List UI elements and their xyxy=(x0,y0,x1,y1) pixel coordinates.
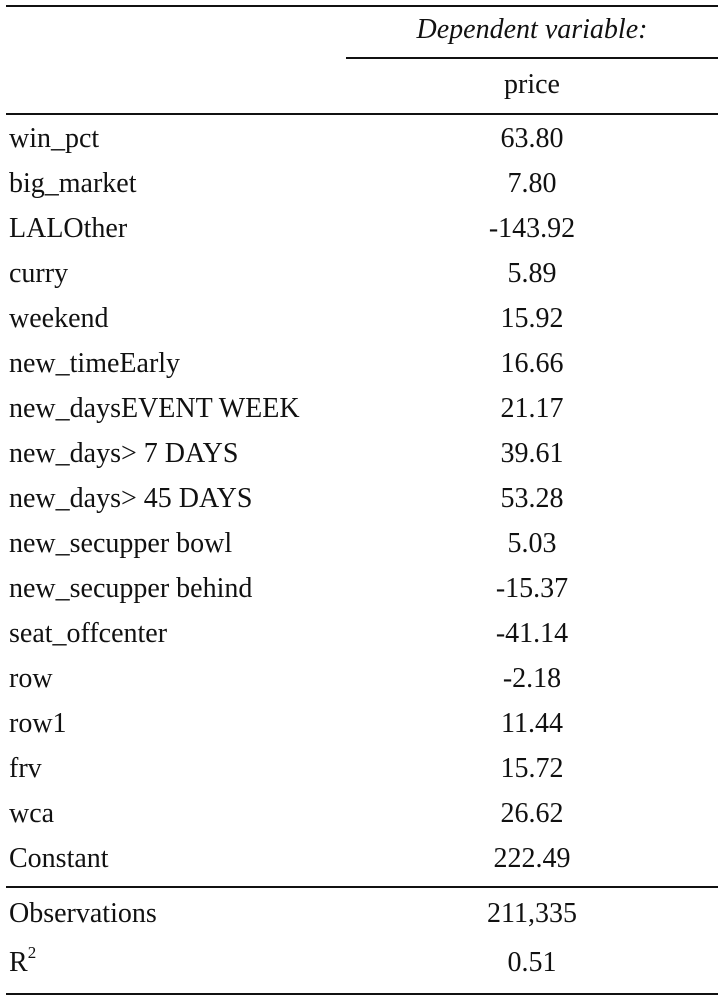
row-value-new-days-event-week: 21.17 xyxy=(500,393,564,424)
row-value-seat-offcenter: -41.14 xyxy=(495,618,569,649)
observations-label: Observations xyxy=(9,898,157,929)
row-value-weekend: 15.92 xyxy=(500,303,564,334)
row-label-new-days-event-week: new_daysEVENT WEEK xyxy=(9,393,300,424)
row-label-constant: Constant xyxy=(9,843,109,874)
bottom-rule xyxy=(6,993,718,995)
stats-divider-rule xyxy=(6,886,718,888)
row-value-win-pct: 63.80 xyxy=(500,123,564,154)
row-label-curry: curry xyxy=(9,258,69,289)
row-label-row1: row1 xyxy=(9,708,67,739)
row-value-new-secupper-bowl: 5.03 xyxy=(507,528,557,559)
row-value-new-days-7-days: 39.61 xyxy=(500,438,564,469)
row-label-weekend: weekend xyxy=(9,303,109,334)
row-value-new-timeearly: 16.66 xyxy=(500,348,564,379)
r-squared-label: R2 xyxy=(9,944,36,978)
row-value-new-days-45-days: 53.28 xyxy=(500,483,564,514)
r-squared-value: 0.51 xyxy=(507,947,557,978)
row-value-new-secupper-behind: -15.37 xyxy=(495,573,569,604)
row-label-row: row xyxy=(9,663,53,694)
observations-value: 211,335 xyxy=(487,898,577,929)
row-label-new-days-45-days: new_days> 45 DAYS xyxy=(9,483,253,514)
top-rule xyxy=(6,5,718,7)
row-value-lalother: -143.92 xyxy=(488,213,576,244)
row-value-constant: 222.49 xyxy=(493,843,571,874)
row-value-row: -2.18 xyxy=(502,663,562,694)
row-label-lalother: LALOther xyxy=(9,213,128,244)
row-value-row1: 11.44 xyxy=(501,708,563,739)
column-header-price: price xyxy=(504,69,560,100)
row-label-wca: wca xyxy=(9,798,55,829)
row-label-new-secupper-bowl: new_secupper bowl xyxy=(9,528,233,559)
r-squared-superscript: 2 xyxy=(27,943,37,962)
row-value-curry: 5.89 xyxy=(507,258,557,289)
row-label-seat-offcenter: seat_offcenter xyxy=(9,618,168,649)
row-label-new-timeearly: new_timeEarly xyxy=(9,348,181,379)
row-label-new-secupper-behind: new_secupper behind xyxy=(9,573,253,604)
row-label-big-market: big_market xyxy=(9,168,137,199)
row-value-wca: 26.62 xyxy=(500,798,564,829)
row-label-win-pct: win_pct xyxy=(9,123,100,154)
row-value-big-market: 7.80 xyxy=(507,168,557,199)
header-underline xyxy=(346,57,718,59)
row-value-frv: 15.72 xyxy=(500,753,564,784)
row-label-new-days-7-days: new_days> 7 DAYS xyxy=(9,438,239,469)
r-squared-letter: R xyxy=(9,947,28,978)
row-label-frv: frv xyxy=(9,753,42,784)
header-bottom-rule xyxy=(6,113,718,115)
dependent-variable-header: Dependent variable: xyxy=(416,14,648,45)
